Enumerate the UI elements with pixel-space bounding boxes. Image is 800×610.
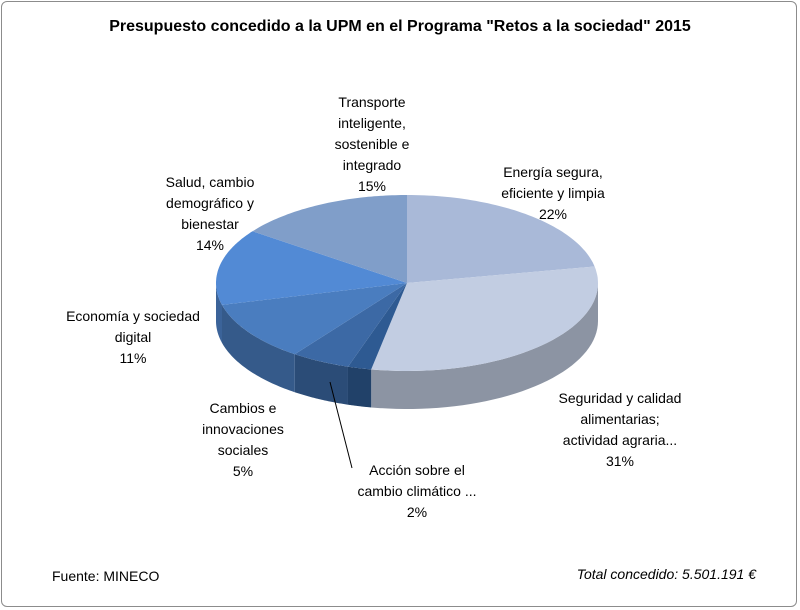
pie-slice[interactable] (252, 195, 408, 283)
data-label-cambios: Cambios e innovaciones sociales 5% (202, 400, 284, 479)
pie-slice[interactable] (222, 283, 407, 355)
pie-slice[interactable] (216, 231, 407, 305)
pie-tops (216, 195, 598, 371)
pie-slice-side (347, 366, 372, 408)
pie-slice[interactable] (407, 195, 595, 283)
data-label-accion-clima: Acción sobre el cambio climático ... 2% (357, 462, 477, 520)
data-label-seguridad: Seguridad y calidad alimentarias; activi… (558, 390, 682, 469)
pie-slice-side (371, 283, 598, 409)
data-label-economia: Economía y sociedad digital 11% (66, 308, 200, 366)
pie-sides (216, 283, 598, 409)
source-note: Fuente: MINECO (52, 568, 160, 584)
pie-slice-side (222, 304, 295, 393)
data-label-transporte: Transporte inteligente, sostenible e int… (334, 94, 410, 194)
pie-slice[interactable] (348, 283, 407, 370)
leader-line (329, 381, 353, 469)
total-note: Total concedido: 5.501.191 € (576, 566, 756, 582)
pie-slice-side (216, 283, 223, 343)
pie-slice[interactable] (371, 266, 598, 372)
data-label-energia: Energía segura, eficiente y limpia 22% (501, 164, 605, 222)
pie-slice[interactable] (294, 283, 407, 367)
data-label-salud: Salud, cambio demográfico y bienestar 14% (165, 174, 255, 253)
chart-title: Presupuesto concedido a la UPM en el Pro… (109, 18, 691, 35)
pie-slice-side (294, 354, 348, 405)
